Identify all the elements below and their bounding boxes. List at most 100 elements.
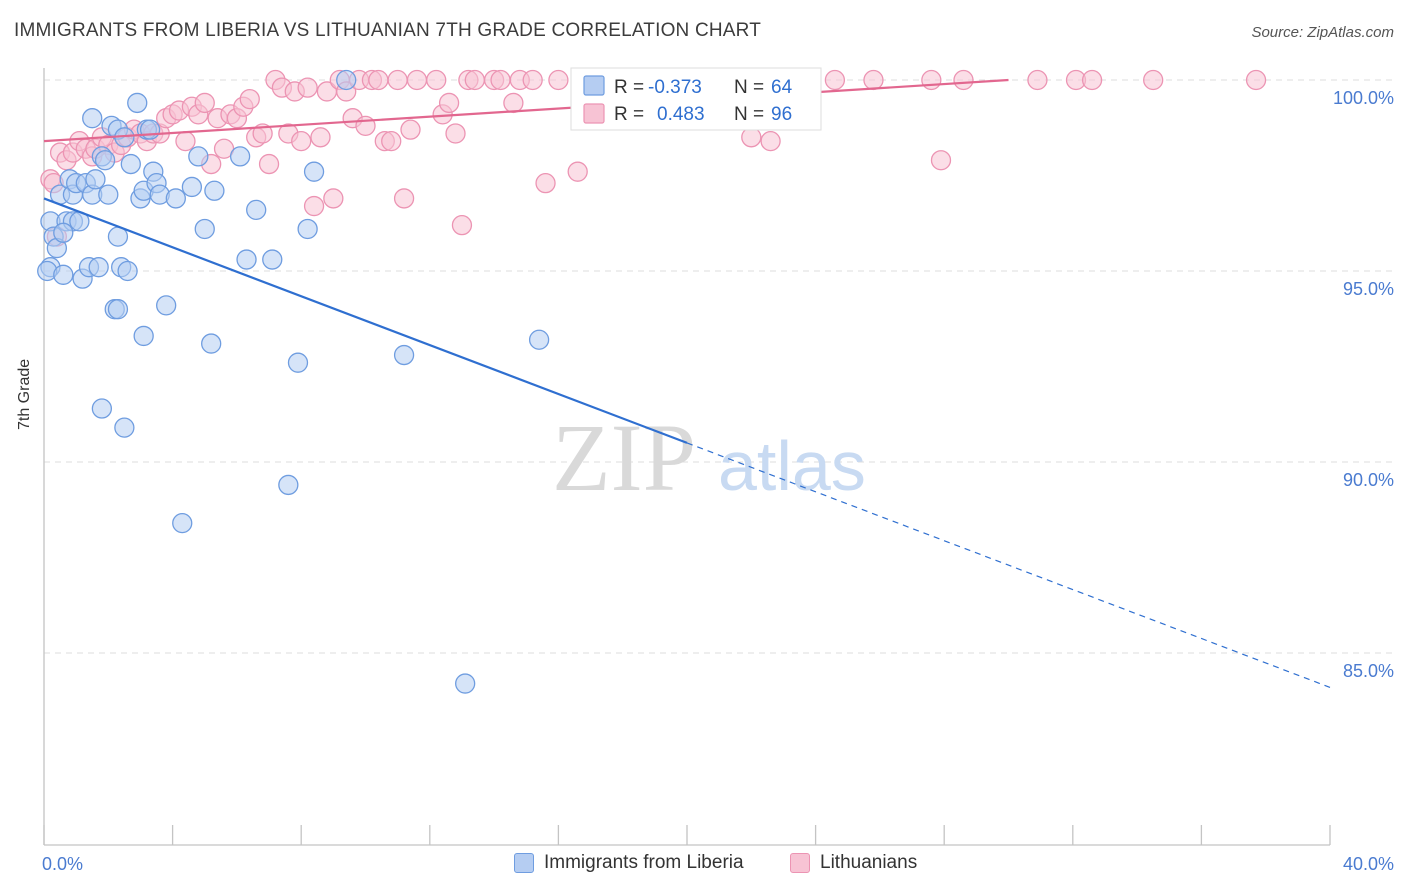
point-lithuanians	[355, 115, 376, 136]
legend-item-lithuanians: Lithuanians	[790, 852, 917, 874]
x-tick-label-min: 0.0%	[42, 854, 83, 874]
point-lithuanians	[297, 77, 318, 98]
legend-frame	[570, 67, 822, 131]
point-liberia	[393, 344, 415, 366]
point-liberia	[53, 264, 74, 285]
point-lithuanians	[451, 215, 473, 236]
legend-r-label-2: R =	[614, 104, 644, 125]
point-liberia	[528, 329, 550, 350]
point-lithuanians	[1245, 69, 1267, 91]
point-liberia	[172, 512, 193, 534]
point-lithuanians	[252, 123, 273, 144]
point-liberia	[120, 153, 141, 175]
point-lithuanians	[464, 69, 485, 91]
watermark-atlas: atlas	[718, 427, 866, 505]
legend-label-liberia: Immigrants from Liberia	[544, 852, 744, 873]
point-lithuanians	[490, 69, 511, 91]
point-liberia	[85, 169, 106, 190]
point-liberia	[98, 184, 119, 205]
series-liberia	[37, 69, 550, 694]
legend-r-value-1: -0.373	[648, 77, 702, 98]
x-tick-label-max: 40.0%	[1343, 854, 1394, 874]
point-lithuanians	[323, 188, 344, 209]
y-tick-label-100: 100.0%	[1333, 88, 1394, 108]
trend-line-liberia	[43, 197, 688, 444]
point-lithuanians	[387, 69, 408, 91]
point-liberia	[53, 222, 74, 243]
chart-title: IMMIGRANTS FROM LIBERIA VS LITHUANIAN 7T…	[14, 20, 762, 41]
legend-swatch-blue	[583, 75, 605, 96]
trend-line-lithuanians	[43, 78, 1009, 143]
point-lithuanians	[1027, 69, 1048, 91]
legend-n-label-1: N =	[734, 77, 764, 98]
trend-line-liberia-extension	[686, 442, 1331, 688]
legend-swatch-liberia	[514, 853, 534, 873]
point-lithuanians	[930, 150, 952, 171]
point-lithuanians	[291, 130, 312, 152]
x-tick-labels: 0.0% 40.0%	[42, 854, 1394, 874]
y-tick-label-90: 90.0%	[1343, 470, 1394, 490]
legend-swatch-pink	[583, 103, 605, 124]
gridlines	[44, 79, 1394, 654]
legend-n-value-1: 64	[771, 77, 793, 98]
point-liberia	[262, 249, 283, 270]
point-lithuanians	[445, 123, 466, 144]
legend-label-lithuanians: Lithuanians	[820, 852, 918, 873]
point-liberia	[201, 333, 222, 354]
point-liberia	[139, 119, 161, 140]
point-lithuanians	[760, 130, 781, 152]
legend-box: R = -0.373 N = 64 R = 0.483 N = 96	[570, 67, 822, 131]
point-liberia	[188, 146, 209, 167]
point-liberia	[181, 176, 203, 198]
legend-r-label-1: R =	[614, 77, 644, 98]
point-liberia	[91, 398, 113, 419]
point-liberia	[336, 69, 357, 91]
point-liberia	[82, 108, 103, 129]
point-lithuanians	[567, 161, 588, 182]
point-liberia	[246, 199, 267, 221]
trend-lines	[43, 78, 1331, 688]
point-lithuanians	[303, 195, 325, 217]
point-liberia	[127, 92, 148, 114]
point-liberia	[194, 218, 215, 240]
point-liberia	[88, 257, 109, 278]
point-lithuanians	[400, 119, 421, 140]
point-lithuanians	[406, 69, 428, 91]
point-lithuanians	[1143, 69, 1164, 91]
legend-item-liberia: Immigrants from Liberia	[514, 852, 744, 874]
watermark-zip: ZIP	[552, 404, 696, 511]
point-liberia	[133, 325, 154, 347]
legend-swatch-lithuanians	[790, 853, 810, 873]
point-liberia	[455, 673, 476, 694]
point-liberia	[114, 417, 135, 438]
point-liberia	[94, 150, 116, 171]
y-tick-labels: 85.0% 90.0% 95.0% 100.0%	[1333, 88, 1394, 681]
point-liberia	[297, 218, 318, 240]
point-lithuanians	[194, 92, 215, 114]
point-lithuanians	[175, 130, 196, 152]
point-liberia	[278, 474, 299, 496]
point-lithuanians	[239, 88, 260, 110]
point-lithuanians	[426, 69, 447, 91]
point-lithuanians	[824, 69, 846, 91]
point-lithuanians	[368, 69, 389, 91]
legend-r-value-2: 0.483	[657, 104, 705, 125]
legend-n-label-2: N =	[734, 104, 764, 125]
axes	[43, 68, 1331, 846]
point-lithuanians	[503, 92, 524, 114]
point-liberia	[204, 180, 225, 201]
y-tick-label-95: 95.0%	[1343, 279, 1394, 299]
point-lithuanians	[258, 153, 280, 175]
y-tick-label-85: 85.0%	[1343, 661, 1394, 681]
source-text: Source: ZipAtlas.com	[1251, 24, 1394, 41]
point-lithuanians	[1081, 69, 1103, 91]
point-lithuanians	[310, 127, 331, 148]
point-lithuanians	[953, 69, 974, 91]
point-liberia	[117, 260, 138, 282]
point-lithuanians	[522, 69, 543, 91]
point-liberia	[236, 249, 257, 270]
point-lithuanians	[535, 172, 556, 194]
point-liberia	[107, 299, 129, 320]
point-lithuanians	[438, 92, 460, 114]
point-liberia	[303, 161, 325, 182]
